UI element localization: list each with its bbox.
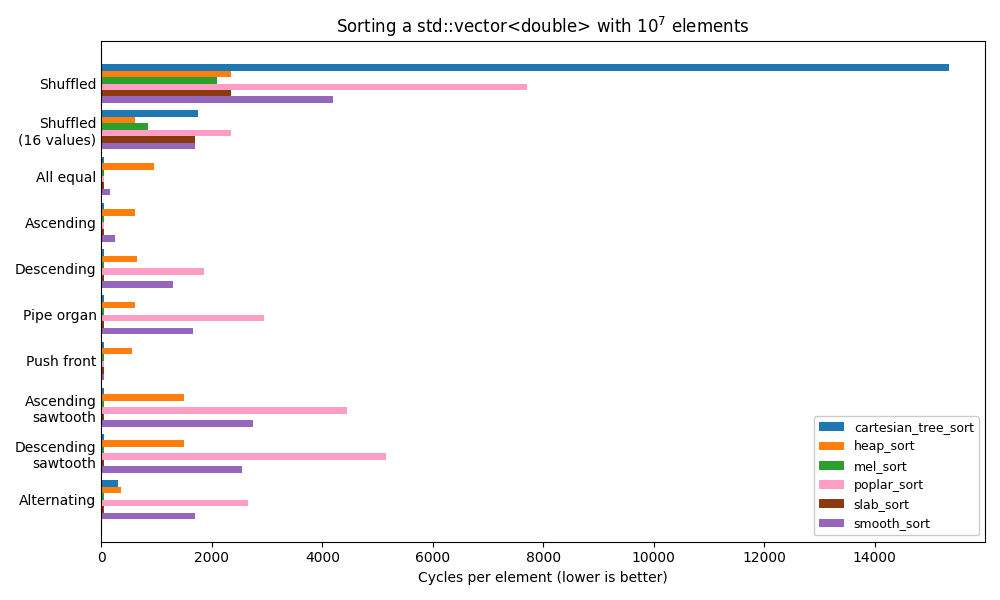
Bar bbox=[101, 110, 198, 117]
Bar bbox=[101, 367, 104, 374]
Bar bbox=[101, 407, 347, 413]
Bar bbox=[101, 321, 104, 328]
Bar bbox=[101, 413, 104, 420]
Bar bbox=[101, 216, 104, 222]
Bar bbox=[101, 130, 231, 136]
Bar bbox=[101, 268, 204, 275]
Bar bbox=[101, 328, 193, 334]
Bar bbox=[101, 136, 195, 143]
Bar bbox=[101, 157, 104, 163]
Bar bbox=[101, 64, 949, 71]
Bar bbox=[101, 466, 242, 473]
Bar bbox=[101, 341, 104, 348]
Bar bbox=[101, 77, 217, 83]
Bar bbox=[101, 434, 104, 440]
Bar bbox=[101, 420, 253, 427]
Bar bbox=[101, 117, 135, 124]
Bar bbox=[101, 209, 135, 216]
Bar bbox=[101, 308, 104, 314]
Bar bbox=[101, 189, 110, 196]
Legend: cartesian_tree_sort, heap_sort, mel_sort, poplar_sort, slab_sort, smooth_sort: cartesian_tree_sort, heap_sort, mel_sort… bbox=[814, 416, 979, 535]
Bar bbox=[101, 222, 104, 229]
Bar bbox=[101, 460, 104, 466]
Bar bbox=[101, 176, 104, 182]
Bar bbox=[101, 394, 184, 401]
Bar bbox=[101, 262, 104, 268]
Bar bbox=[101, 71, 231, 77]
Bar bbox=[101, 493, 104, 500]
Bar bbox=[101, 83, 527, 90]
Bar bbox=[101, 447, 104, 454]
Bar bbox=[101, 163, 154, 170]
X-axis label: Cycles per element (lower is better): Cycles per element (lower is better) bbox=[418, 571, 668, 585]
Bar bbox=[101, 143, 195, 149]
Bar bbox=[101, 97, 333, 103]
Bar bbox=[101, 506, 104, 512]
Bar bbox=[101, 275, 104, 281]
Bar bbox=[101, 281, 173, 288]
Bar bbox=[101, 249, 104, 256]
Bar bbox=[101, 314, 264, 321]
Bar bbox=[101, 401, 104, 407]
Bar bbox=[101, 348, 132, 355]
Bar bbox=[101, 302, 135, 308]
Bar bbox=[101, 229, 104, 235]
Bar bbox=[101, 170, 104, 176]
Bar bbox=[101, 203, 104, 209]
Bar bbox=[101, 256, 137, 262]
Bar bbox=[101, 487, 121, 493]
Title: Sorting a std::vector<double> with $10^7$ elements: Sorting a std::vector<double> with $10^7… bbox=[336, 15, 750, 39]
Bar bbox=[101, 90, 231, 97]
Bar bbox=[101, 500, 248, 506]
Bar bbox=[101, 480, 118, 487]
Bar bbox=[101, 361, 104, 367]
Bar bbox=[101, 355, 104, 361]
Bar bbox=[101, 388, 104, 394]
Bar bbox=[101, 235, 115, 242]
Bar bbox=[101, 124, 148, 130]
Bar bbox=[101, 440, 184, 447]
Bar bbox=[101, 512, 195, 519]
Bar bbox=[101, 374, 104, 380]
Bar bbox=[101, 454, 386, 460]
Bar bbox=[101, 182, 104, 189]
Bar bbox=[101, 295, 104, 302]
